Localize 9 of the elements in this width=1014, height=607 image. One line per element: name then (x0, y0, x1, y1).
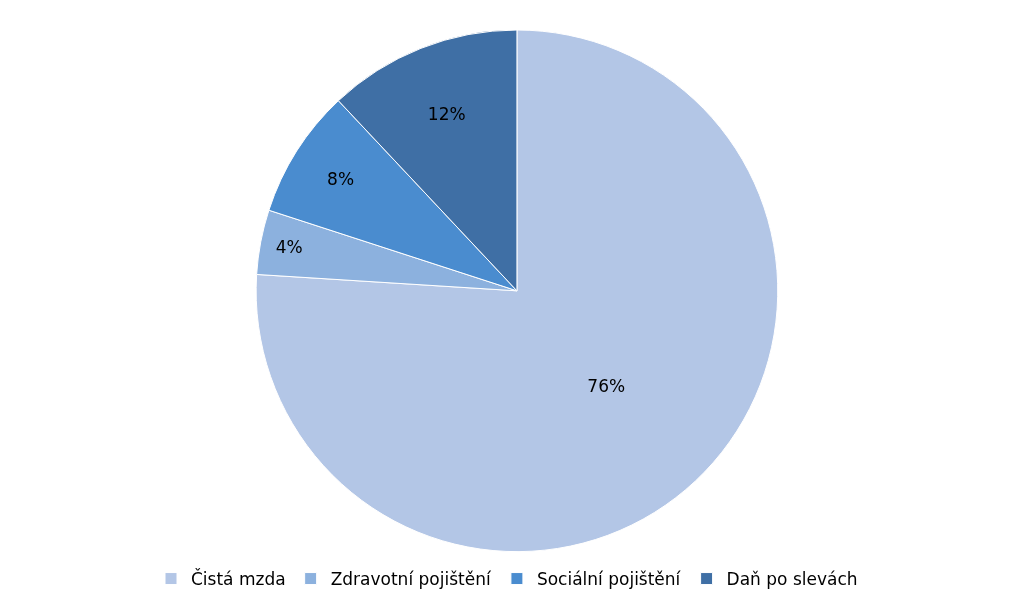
pie-slice (256, 29, 779, 552)
legend-label: Daň po slevách (726, 569, 858, 590)
data-label: 4% (275, 237, 303, 258)
data-label: 8% (327, 168, 355, 189)
legend-label: Sociální pojištění (536, 569, 682, 590)
legend-label: Zdravotní pojištění (330, 569, 492, 590)
legend-label: Čistá mzda (191, 568, 286, 590)
data-label: 12% (427, 103, 466, 124)
data-label: 76% (587, 375, 626, 396)
